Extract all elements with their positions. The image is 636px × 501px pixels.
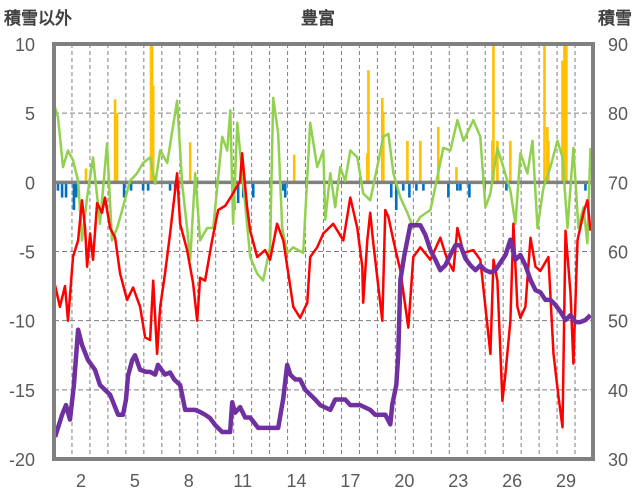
bar-mark — [406, 140, 409, 183]
x-tick-label: 11 — [233, 471, 252, 491]
right-tick-label: 80 — [608, 104, 628, 124]
bar-mark — [292, 154, 296, 183]
left-tick-label: -5 — [19, 243, 35, 263]
bar-mark — [456, 182, 459, 191]
left-tick-label: 10 — [15, 35, 35, 55]
series-line-4 — [52, 222, 593, 438]
right-tick-label: 30 — [608, 450, 628, 470]
bar-mark — [419, 140, 422, 183]
series-line-2 — [53, 96, 592, 282]
bar-mark — [394, 182, 398, 210]
bar-mark — [122, 182, 126, 198]
bar-mark — [60, 182, 64, 198]
left-axis-label: 積雪以外 — [4, 8, 72, 29]
bar-mark — [543, 44, 546, 183]
x-tick-label: 2 — [76, 471, 86, 491]
chart-title: 豊富 — [301, 8, 335, 29]
bar-mark — [72, 182, 76, 210]
bar-mark — [437, 127, 440, 183]
left-tick-label: 5 — [25, 104, 35, 124]
bar-mark — [492, 44, 495, 183]
bar-mark — [422, 182, 425, 191]
bar-mark — [283, 182, 287, 198]
x-tick-label: 5 — [130, 471, 140, 491]
right-axis-label: 積雪 — [598, 8, 632, 29]
bar-mark — [151, 85, 155, 183]
bar-mark — [408, 182, 411, 198]
bar-mark — [415, 182, 418, 191]
left-tick-label: -10 — [9, 312, 35, 332]
bar-mark — [389, 182, 393, 198]
right-tick-label: 40 — [608, 381, 628, 401]
bar-mark — [565, 44, 568, 183]
bar-mark — [251, 182, 255, 198]
x-tick-label: 20 — [394, 471, 414, 491]
bar-mark — [146, 182, 150, 191]
bar-mark — [115, 113, 119, 183]
bar-mark — [129, 182, 133, 191]
bar-mark — [459, 182, 462, 191]
x-tick-label: 14 — [287, 471, 307, 491]
bar-mark — [236, 182, 240, 204]
bar-mark — [382, 113, 385, 183]
right-tick-label: 90 — [608, 35, 628, 55]
bar-mark — [64, 182, 68, 198]
bar-mark — [56, 182, 60, 191]
bar-mark — [188, 142, 192, 183]
x-tick-label: 8 — [184, 471, 194, 491]
series-line-3 — [53, 152, 592, 429]
bar-mark — [563, 44, 566, 183]
plot-frame — [52, 42, 595, 461]
x-tick-label: 23 — [448, 471, 468, 491]
bar-mark — [74, 182, 78, 198]
bar-mark — [496, 140, 499, 183]
bar-mark — [141, 182, 145, 191]
bar-mark — [281, 182, 285, 191]
right-tick-label: 70 — [608, 173, 628, 193]
bar-mark — [584, 182, 587, 191]
bar-series — [56, 44, 587, 210]
bar-mark — [367, 70, 370, 183]
left-tick-label: 0 — [25, 173, 35, 193]
right-tick-label: 50 — [608, 312, 628, 332]
left-tick-label: -20 — [9, 450, 35, 470]
bar-mark — [505, 182, 508, 191]
bar-mark — [468, 182, 471, 198]
x-tick-label: 17 — [340, 471, 360, 491]
left-tick-label: -15 — [9, 381, 35, 401]
bar-mark — [401, 182, 405, 191]
bar-mark — [447, 182, 450, 198]
x-tick-label: 26 — [502, 471, 522, 491]
x-tick-label: 29 — [556, 471, 576, 491]
bar-mark — [84, 168, 88, 183]
bar-mark — [561, 60, 564, 183]
bar-mark — [509, 140, 512, 183]
line-series — [52, 96, 593, 438]
right-tick-label: 60 — [608, 243, 628, 263]
bar-mark — [168, 182, 172, 191]
bar-mark — [547, 140, 550, 183]
bar-mark — [455, 167, 458, 183]
